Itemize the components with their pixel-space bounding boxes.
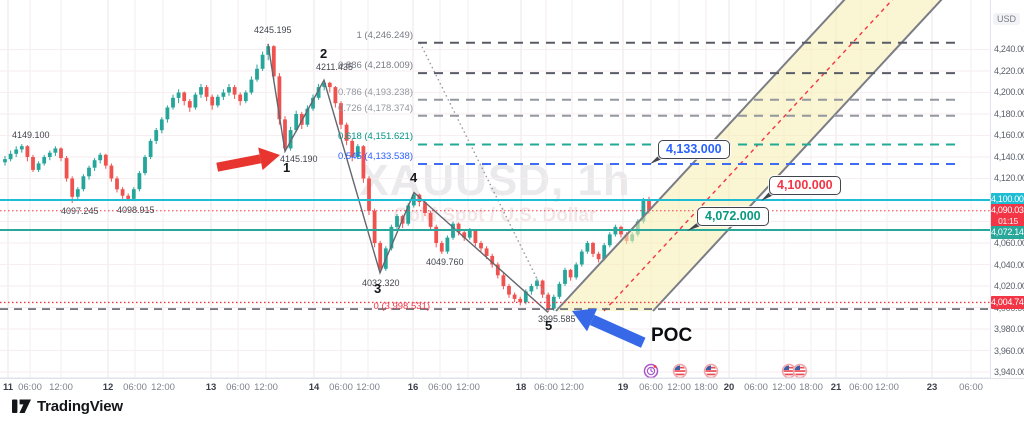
time-axis-tick: 23 (926, 382, 938, 393)
time-axis-tick: 20 (723, 382, 735, 393)
time-axis-tick: 12:00 (151, 382, 175, 393)
time-axis-tick: 06:00 (226, 382, 250, 393)
time-axis[interactable]: 11 06:00 12:00 12 06:00 12:00 13 06:00 12:00 14 06… (0, 378, 1024, 395)
time-axis-tick: 12:00 (875, 382, 899, 393)
time-axis-tick: 18 (515, 382, 527, 393)
time-axis-tick: 19 (617, 382, 629, 393)
red-arrow (216, 147, 280, 172)
tradingview-logo-text: TradingView (37, 398, 123, 415)
price-axis-tick: 4,060.000 (994, 238, 1024, 248)
time-axis-tick: 12:00 (49, 382, 73, 393)
time-axis-tick: 12:00 (772, 382, 796, 393)
price-badge-4004[interactable]: 4,004.740 (991, 296, 1024, 309)
price-axis-tick: 4,240.000 (994, 44, 1024, 54)
time-axis-tick: 06:00 (959, 382, 983, 393)
price-axis-tick: 4,140.000 (994, 152, 1024, 162)
time-axis-tick: 06:00 (639, 382, 663, 393)
time-axis-tick: 18:00 (694, 382, 718, 393)
currency-button[interactable]: USD (993, 13, 1021, 25)
bar-countdown: 01:15 (998, 216, 1018, 226)
price-axis-tick: 4,120.000 (994, 173, 1024, 183)
price-axis[interactable]: USD 4,100.000 4,090.035 01:15 4,072.147 … (990, 0, 1024, 392)
time-axis-tick: 12:00 (356, 382, 380, 393)
time-axis-tick: 06:00 (744, 382, 768, 393)
time-axis-tick: 12:00 (667, 382, 691, 393)
price-axis-tick: 3,940.000 (994, 367, 1024, 377)
time-axis-tick: 06:00 (849, 382, 873, 393)
time-axis-tick: 12 (102, 382, 114, 393)
time-axis-tick: 18:00 (799, 382, 823, 393)
tradingview-logo-icon (12, 399, 31, 413)
time-axis-tick: 21 (830, 382, 842, 393)
blue-arrow (572, 308, 646, 348)
event-icon-us-flag[interactable] (703, 363, 719, 378)
last-price-value: 4,090.035 (991, 205, 1024, 215)
price-axis-tick: 4,020.000 (994, 281, 1024, 291)
price-axis-tick: 4,180.000 (994, 109, 1024, 119)
bottom-bar: TradingView (0, 394, 1024, 423)
event-icon-alert[interactable] (643, 363, 659, 378)
time-axis-tick: 06:00 (123, 382, 147, 393)
price-axis-tick: 4,160.000 (994, 130, 1024, 140)
event-icon-us-flag[interactable] (792, 363, 808, 378)
time-axis-tick: 12:00 (456, 382, 480, 393)
time-axis-tick: 16 (407, 382, 419, 393)
tradingview-logo[interactable]: TradingView (11, 398, 123, 415)
time-axis-tick: 06:00 (534, 382, 558, 393)
last-price-badge[interactable]: 4,090.035 01:15 (991, 204, 1024, 227)
time-axis-tick: 06:00 (18, 382, 42, 393)
time-axis-tick: 14 (308, 382, 320, 393)
price-axis-tick: 3,960.000 (994, 346, 1024, 356)
time-axis-tick: 12:00 (254, 382, 278, 393)
time-axis-tick: 13 (205, 382, 217, 393)
price-badge-4072[interactable]: 4,072.147 (991, 226, 1024, 239)
price-axis-tick: 4,200.000 (994, 87, 1024, 97)
time-axis-tick: 12:00 (560, 382, 584, 393)
time-axis-tick: 06:00 (428, 382, 452, 393)
time-axis-tick: 06:00 (329, 382, 353, 393)
price-badge-4100[interactable]: 4,100.000 (991, 193, 1024, 206)
price-axis-tick: 4,220.000 (994, 66, 1024, 76)
event-icon-us-flag[interactable] (672, 363, 688, 378)
time-axis-tick: 11 (2, 382, 14, 393)
price-axis-tick: 3,980.000 (994, 324, 1024, 334)
price-axis-tick: 4,040.000 (994, 260, 1024, 270)
